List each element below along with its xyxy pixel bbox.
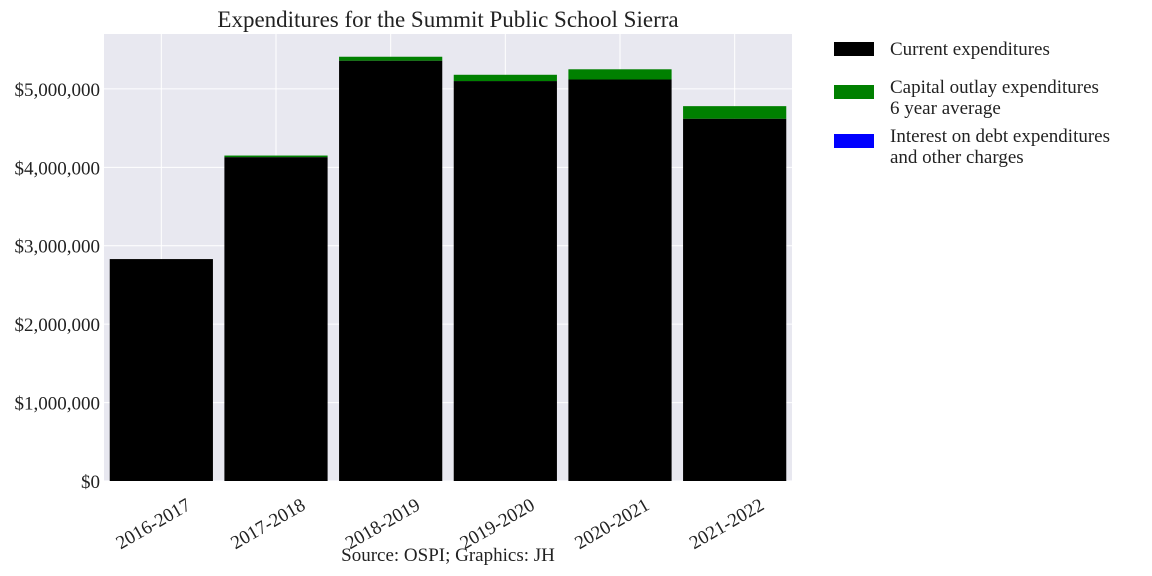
legend: Current expenditures Capital outlay expen… [834, 39, 1110, 168]
legend-label: Current expenditures [890, 39, 1050, 60]
y-tick-label: $4,000,000 [15, 158, 101, 179]
bars [109, 56, 787, 482]
y-tick-label: $5,000,000 [15, 80, 101, 101]
x-tick-label: 2020-2021 [571, 495, 653, 554]
legend-label: Capital outlay expenditures [890, 77, 1099, 98]
bar-2018-2019-series-1 [339, 56, 443, 61]
y-tick-label: $1,000,000 [15, 394, 101, 415]
legend-label-line2: and other charges [890, 147, 1024, 168]
x-tick-label: 2017-2018 [227, 495, 309, 554]
y-axis-ticks: $0 $1,000,000 $2,000,000 $3,000,000 $4,000,0… [15, 80, 101, 493]
bar-2017-2018-series-1 [224, 155, 328, 158]
y-tick-label: $2,000,000 [15, 315, 101, 336]
bar-2020-2021-series-1 [568, 69, 672, 80]
bar-2018-2019-series-0 [339, 60, 443, 482]
y-tick-label: $0 [81, 472, 100, 493]
bar-2019-2020-series-0 [453, 81, 557, 481]
bar-2021-2022-series-0 [683, 118, 787, 482]
plot-background [104, 34, 792, 481]
y-tick-label: $3,000,000 [15, 237, 101, 258]
legend-swatch [834, 85, 874, 99]
legend-swatch [834, 134, 874, 148]
bar-2019-2020-series-1 [453, 74, 557, 82]
legend-label-line2: 6 year average [890, 98, 1001, 119]
chart-title: Expenditures for the Summit Public Schoo… [217, 7, 678, 32]
x-tick-label: 2016-2017 [113, 495, 195, 554]
x-tick-label: 2021-2022 [686, 495, 768, 554]
chart-caption: Source: OSPI; Graphics: JH [341, 545, 555, 566]
legend-label: Interest on debt expenditures [890, 126, 1110, 147]
bar-2020-2021-series-0 [568, 79, 672, 482]
bar-2016-2017-series-0 [109, 259, 213, 481]
bar-2021-2022-series-1 [683, 106, 787, 119]
legend-swatch [834, 42, 874, 56]
bar-2017-2018-series-0 [224, 157, 328, 482]
